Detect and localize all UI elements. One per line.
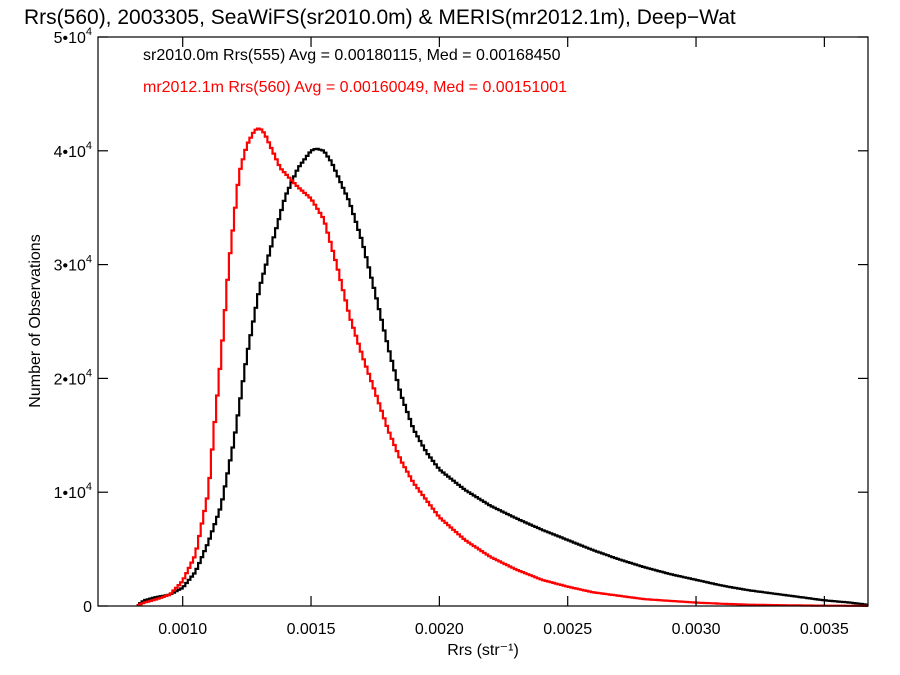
x-tick-label: 0.0030: [672, 621, 721, 638]
x-tick-label: 0.0035: [800, 621, 849, 638]
x-tick-label: 0.0010: [158, 621, 207, 638]
x-tick-label: 0.0015: [287, 621, 336, 638]
plot-frame: [97, 36, 869, 607]
legend-entry-sr2010: sr2010.0m Rrs(555) Avg = 0.00180115, Med…: [143, 47, 561, 64]
y-tick-label: 3•104: [54, 254, 92, 275]
legend-entry-mr2012: mr2012.1m Rrs(560) Avg = 0.00160049, Med…: [143, 79, 567, 96]
series-line-0: [136, 147, 868, 607]
x-tick-label: 0.0025: [543, 621, 592, 638]
x-tick-label: 0.0020: [415, 621, 464, 638]
chart-title: Rrs(560), 2003305, SeaWiFS(sr2010.0m) & …: [24, 6, 736, 29]
y-tick-label: 2•104: [54, 367, 92, 388]
y-axis-label: Number of Observations: [27, 234, 44, 407]
y-tick-label: 0: [83, 599, 92, 616]
series-line-1: [136, 127, 868, 607]
x-axis-label: Rrs (str⁻¹): [447, 642, 519, 659]
x-axis: 0.0010 0.0015 0.0020 0.0025 0.0030 0.0035: [158, 37, 849, 638]
y-tick-label: 4•104: [54, 140, 92, 161]
y-axis: 0 1•104 2•104 3•104 4•104 5•104: [54, 26, 868, 616]
series-layer: [136, 127, 868, 607]
y-tick-label: 5•104: [54, 26, 92, 47]
y-tick-label: 1•104: [54, 481, 92, 502]
